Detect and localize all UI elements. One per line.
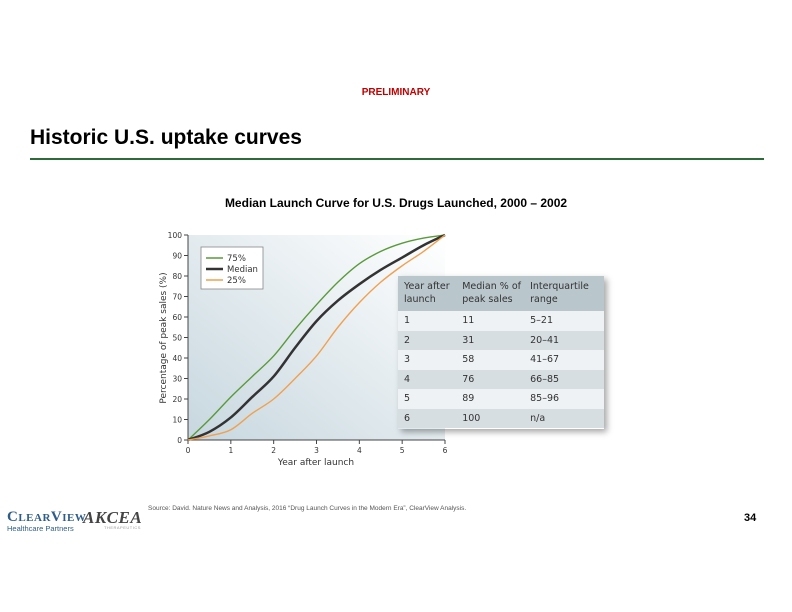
table-row: 5 89 85–96 [398,389,604,409]
cell-iqr: n/a [530,412,546,424]
cell-iqr: 41–67 [530,354,560,366]
cell-median: 89 [462,393,475,405]
x-tick-label: 5 [400,446,405,455]
table-row: 4 76 66–85 [398,369,604,389]
x-tick-label: 3 [314,446,319,455]
cell-year: 6 [404,412,411,424]
y-axis-label: Percentage of peak sales (%) [159,272,169,403]
table-row: 1 11 5–21 [398,311,604,331]
clearview-logo-name: ClearView [7,509,87,525]
cell-median: 58 [462,354,475,366]
x-tick-label: 4 [357,446,362,455]
page-title: Historic U.S. uptake curves [30,126,302,149]
y-tick-label: 30 [172,375,182,384]
cell-year: 5 [404,393,411,405]
y-tick-label: 20 [172,395,182,404]
cell-year: 4 [404,373,411,385]
chart-title: Median Launch Curve for U.S. Drugs Launc… [224,196,568,210]
cell-year: 2 [404,334,411,346]
y-tick-label: 0 [177,436,182,445]
preliminary-label: PRELIMINARY [361,87,431,98]
x-tick-label: 1 [228,446,233,455]
table-header: Year after launch Median % of peak sales… [398,276,604,311]
uptake-table: Year after launch Median % of peak sales… [398,276,604,429]
cell-median: 11 [462,315,475,327]
cell-iqr: 20–41 [530,334,560,346]
header-year: Year after launch [404,281,450,305]
cell-median: 100 [462,412,481,424]
y-tick-label: 50 [172,334,182,343]
clearview-logo-subtitle: Healthcare Partners [7,524,74,533]
source-note: Source: David. Nature News and Analysis,… [148,505,467,512]
y-tick-label: 70 [172,293,182,302]
cell-iqr: 5–21 [530,315,553,327]
legend-label: 25% [227,276,246,286]
table-row: 6 100 n/a [398,408,604,428]
legend-label: Median [227,265,258,275]
cell-iqr: 66–85 [530,373,560,385]
y-tick-label: 80 [172,272,182,281]
y-tick-label: 100 [168,231,183,240]
y-tick-label: 60 [172,313,182,322]
x-tick-label: 6 [443,446,448,455]
clearview-logo: ClearView Healthcare Partners [7,509,86,533]
legend-label: 75% [227,254,246,264]
table-row: 3 58 41–67 [398,350,604,370]
header-median: Median % of peak sales [462,281,521,305]
header-iqr: Interquartile range [530,281,589,305]
cell-iqr: 85–96 [530,393,560,405]
akcea-logo: AKCEA [83,508,143,527]
page-number: 34 [744,512,757,524]
table-row: 2 31 20–41 [398,330,604,350]
akcea-logo-subtitle: THERAPEUTICS [104,525,141,530]
y-tick-label: 40 [172,354,182,363]
cell-year: 3 [404,354,411,366]
y-tick-label: 10 [172,416,182,425]
cell-median: 31 [462,334,475,346]
cell-year: 1 [404,315,411,327]
x-tick-label: 2 [271,446,276,455]
x-axis-label: Year after launch [277,458,354,468]
series-line-median [187,233,446,442]
series-line-25pct [187,234,446,441]
x-tick-label: 0 [186,446,191,455]
y-tick-label: 90 [172,252,182,261]
series-line-75pct [187,234,446,441]
title-divider [30,158,764,160]
cell-median: 76 [462,373,475,385]
